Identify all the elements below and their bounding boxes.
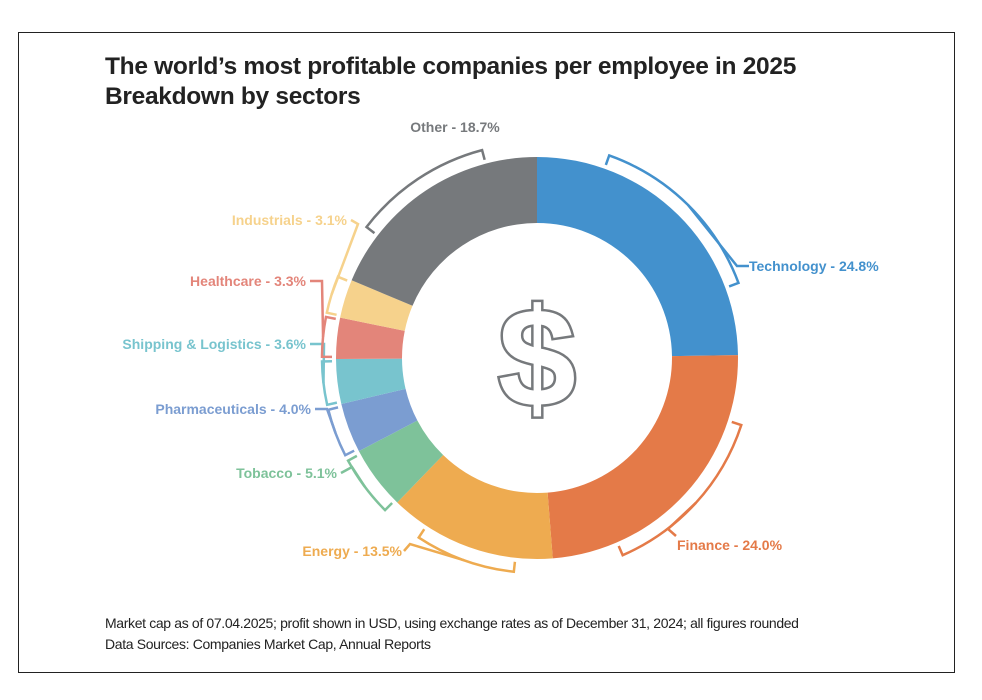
slice-other bbox=[351, 157, 537, 306]
bracket-technology bbox=[604, 153, 741, 288]
label-finance: Finance - 24.0% bbox=[677, 537, 783, 553]
leader-shipping-logistics bbox=[310, 342, 326, 384]
slice-healthcare bbox=[336, 317, 405, 359]
label-technology: Technology - 24.8% bbox=[749, 258, 879, 274]
leader-pharmaceuticals bbox=[315, 407, 337, 434]
leader-finance bbox=[666, 501, 697, 537]
footnote-market-cap: Market cap as of 07.04.2025; profit show… bbox=[105, 615, 799, 631]
slice-shipping-logistics bbox=[336, 358, 406, 404]
bracket-other bbox=[364, 148, 486, 235]
donut-slices bbox=[336, 157, 738, 559]
label-healthcare: Healthcare - 3.3% bbox=[190, 273, 306, 289]
slice-pharmaceuticals bbox=[341, 388, 418, 452]
label-shipping-logistics: Shipping & Logistics - 3.6% bbox=[122, 336, 306, 352]
label-energy: Energy - 13.5% bbox=[302, 543, 402, 559]
chart-title: The world’s most profitable companies pe… bbox=[105, 53, 797, 80]
dollar-sign-icon: $ bbox=[496, 277, 579, 439]
label-other: Other - 18.7% bbox=[410, 119, 500, 135]
chart-frame bbox=[18, 32, 955, 673]
leader-technology bbox=[686, 204, 749, 268]
leader-healthcare bbox=[310, 279, 325, 337]
footnotes: Market cap as of 07.04.2025; profit show… bbox=[105, 613, 799, 655]
label-industrials: Industrials - 3.1% bbox=[232, 212, 348, 228]
bracket-tobacco bbox=[346, 454, 393, 512]
chart-title-block: The world’s most profitable companies pe… bbox=[105, 52, 796, 112]
slice-finance bbox=[547, 355, 738, 559]
leader-industrials bbox=[330, 218, 360, 295]
label-tobacco: Tobacco - 5.1% bbox=[236, 465, 337, 481]
slice-labels: Technology - 24.8% Finance - 24.0% Energ… bbox=[122, 119, 879, 559]
slice-industrials bbox=[340, 280, 413, 331]
label-brackets bbox=[310, 148, 749, 574]
leader-energy bbox=[403, 542, 465, 562]
slice-technology bbox=[537, 157, 738, 357]
slice-tobacco bbox=[358, 420, 444, 503]
leader-tobacco bbox=[340, 465, 366, 488]
chart-subtitle: Breakdown by sectors bbox=[105, 83, 361, 110]
svg-text:$: $ bbox=[498, 279, 576, 436]
label-pharmaceuticals: Pharmaceuticals - 4.0% bbox=[155, 401, 311, 417]
bracket-energy bbox=[416, 528, 517, 574]
slice-energy bbox=[397, 455, 553, 559]
footnote-sources: Data Sources: Companies Market Cap, Annu… bbox=[105, 636, 431, 652]
